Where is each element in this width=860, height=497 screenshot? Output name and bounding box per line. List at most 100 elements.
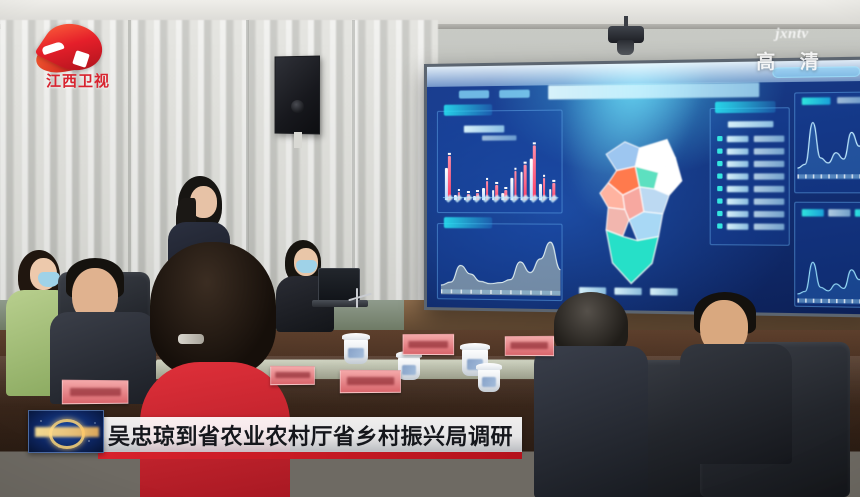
hd-brand-text: jxntv [775,26,809,42]
panel-list[interactable] [709,101,790,246]
axis-tick [851,174,854,179]
panel-list-title [715,101,776,114]
list-row-marker [717,148,723,154]
list-row-marker [717,173,723,179]
list-row-value [753,173,785,180]
axis-tick [797,298,799,303]
bar-cap [476,190,479,193]
bar-cap [457,189,461,192]
program-badge [28,410,104,453]
bar-chart-legend [463,125,505,133]
axis-tick [550,290,552,295]
list-row-marker [717,185,723,192]
wall-speaker-icon [274,55,320,135]
axis-tick [797,174,799,179]
list-row-value [753,198,785,205]
axis-tick [440,289,443,294]
list-row-label [726,185,749,193]
axis-tick [470,289,472,294]
laptop-base[interactable] [312,300,368,307]
list-row-marker [717,160,723,167]
list-row-marker [717,223,723,229]
panel-area-right[interactable] [794,201,860,309]
dashboard-tab-1[interactable] [499,89,530,99]
kpi-chip-2[interactable] [614,287,642,296]
bar-cap [552,180,555,183]
axis-tick [460,289,462,294]
axis-tick [843,299,846,304]
axis-tick [820,298,823,303]
axis-tick [805,174,807,179]
axis-baseline [440,289,561,295]
list-row-marker [717,198,723,204]
channel-logo: 江西卫视 [30,15,122,96]
list-row-label [726,173,749,180]
area-right-chip-a[interactable] [801,209,824,217]
teacup[interactable] [476,363,502,392]
list-row-value [753,160,785,168]
teacup[interactable] [342,333,370,364]
dashboard-title [548,82,760,100]
teacup[interactable] [396,351,422,380]
name-placard[interactable] [339,369,401,394]
trend-legend-label [837,96,860,104]
list-row-value [753,148,785,155]
program-badge-label [35,427,99,437]
area-left-plot [440,236,561,296]
list-row-value [753,211,785,218]
axis-tick [812,174,815,179]
list-row-label [726,210,749,218]
panel-map[interactable] [571,108,703,307]
headline-underline [98,452,522,459]
bar-primary [532,142,536,201]
area-fill [797,262,860,305]
headline-banner: 吴忠琼到省农业农村厅省乡村振兴局调研 [98,417,522,452]
name-placard[interactable] [61,379,129,405]
dashboard-canvas [426,56,860,315]
dashboard-tab-0[interactable] [458,90,490,99]
headline-text: 吴忠琼到省农业农村厅省乡村振兴局调研 [108,424,514,450]
laptop-screen[interactable] [318,268,360,302]
bar-cap [542,174,546,177]
name-placard[interactable] [270,365,315,386]
trend-line-plot [797,110,860,180]
bar-cap [504,186,508,189]
list-row-label [726,148,749,155]
bar-cap [532,142,536,145]
panel-bar-chart-title [443,104,493,116]
panel-bar-chart[interactable] [436,104,563,214]
axis-tick [851,299,854,304]
axis-tick [480,289,482,294]
panel-trend[interactable] [794,91,860,194]
list-row-label [726,198,749,205]
area-right-plot [797,253,860,305]
list-row-marker [717,136,723,142]
axis-tick [828,174,830,179]
axis-tick [490,289,492,294]
bar-cap [495,182,498,185]
curtain-seam [352,20,355,320]
axis-tick [805,298,807,303]
bar-cap [466,191,470,194]
axis-tick [820,174,823,179]
name-placard[interactable] [402,333,455,356]
kpi-chip-3[interactable] [650,288,678,296]
area-fill [440,241,561,296]
bar-cap [485,177,489,180]
axis-tick [540,290,542,295]
bar-cap [448,153,451,156]
list-row-value [753,223,785,231]
channel-logo-text: 江西卫视 [45,72,110,90]
name-placard[interactable] [504,335,555,357]
panel-area-left[interactable] [436,217,563,302]
list-row-value [753,185,785,193]
trend-legend-chip[interactable] [801,97,831,105]
area-right-chip-c[interactable] [854,209,860,217]
camera-lens-icon [617,40,634,55]
area-right-chip-b[interactable] [828,209,851,217]
led-display-screen[interactable] [424,56,860,318]
list-row-marker [717,210,723,217]
ceiling-camera-icon [608,26,644,43]
speaker-driver-icon [291,99,304,113]
curtain-seam [246,20,249,320]
